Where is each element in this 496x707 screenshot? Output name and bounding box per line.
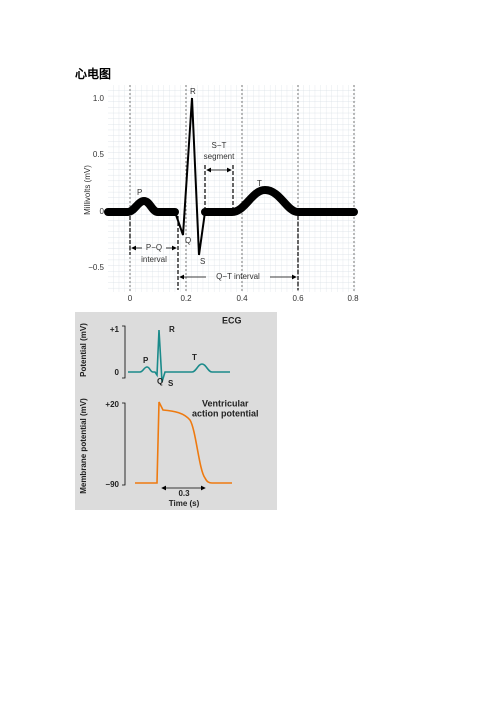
- y-axis-label: Potential (mV): [79, 323, 88, 377]
- y-tick-label: −0.5: [88, 263, 104, 272]
- ecg-trace: [128, 329, 230, 383]
- page-title: 心电图: [75, 66, 111, 81]
- action-potential-trace: [135, 401, 232, 484]
- ecg-trace: [104, 196, 179, 216]
- ecg-title: ECG: [222, 315, 242, 325]
- figure-ecg-intervals: Millivolts (mV) 1.0 0.5 0 −0.5 0 0.2 0.4…: [83, 85, 359, 303]
- x-tick-label: 0: [128, 294, 133, 303]
- ap-title: action potential: [192, 408, 259, 418]
- wave-label: Q: [185, 236, 191, 245]
- wave-label: S: [200, 257, 205, 266]
- axis: [122, 402, 126, 486]
- x-tick-label: 0.4: [236, 294, 248, 303]
- figure-background: [75, 312, 277, 510]
- y-tick-label: +1: [110, 325, 120, 334]
- wave-label: R: [169, 325, 175, 334]
- x-tick-label: 0.8: [347, 294, 359, 303]
- wave-label: R: [190, 87, 196, 96]
- x-axis-label: Time (s): [169, 499, 200, 508]
- ecg-trace: [201, 185, 358, 216]
- duration-label: 0.3: [178, 489, 190, 498]
- wave-label: P: [143, 356, 149, 365]
- y-tick-label: 0: [100, 207, 105, 216]
- figure-ecg-action-potential: ECG Potential (mV) +1 0 P R Q S T Membra…: [75, 312, 277, 510]
- annotation: Q−T interval: [216, 272, 260, 281]
- annotation: segment: [204, 152, 235, 161]
- annotation: S−T: [212, 141, 227, 150]
- wave-label: T: [192, 353, 197, 362]
- annotation: interval: [141, 255, 167, 264]
- qrs-trace: [174, 97, 206, 256]
- y-tick-label: +20: [105, 400, 119, 409]
- wave-label: S: [168, 379, 174, 388]
- grid: [108, 85, 356, 292]
- y-tick-label: 0.5: [93, 150, 105, 159]
- y-axis-label: Millivolts (mV): [83, 165, 92, 215]
- x-tick-label: 0.2: [180, 294, 192, 303]
- annotation: P−Q: [146, 243, 162, 252]
- y-tick-label: −90: [105, 480, 119, 489]
- wave-label: Q: [157, 377, 163, 386]
- ap-title: Ventricular: [202, 398, 249, 408]
- major-grid: [129, 85, 355, 292]
- interval-markers: [129, 165, 299, 290]
- wave-label: T: [257, 179, 262, 188]
- y-tick-label: 1.0: [93, 94, 105, 103]
- axis: [122, 325, 126, 379]
- y-axis-label: Membrane potential (mV): [79, 398, 88, 494]
- x-tick-label: 0.6: [292, 294, 304, 303]
- y-tick-label: 0: [115, 368, 120, 377]
- interval-arrows: [131, 167, 297, 280]
- wave-label: P: [137, 188, 142, 197]
